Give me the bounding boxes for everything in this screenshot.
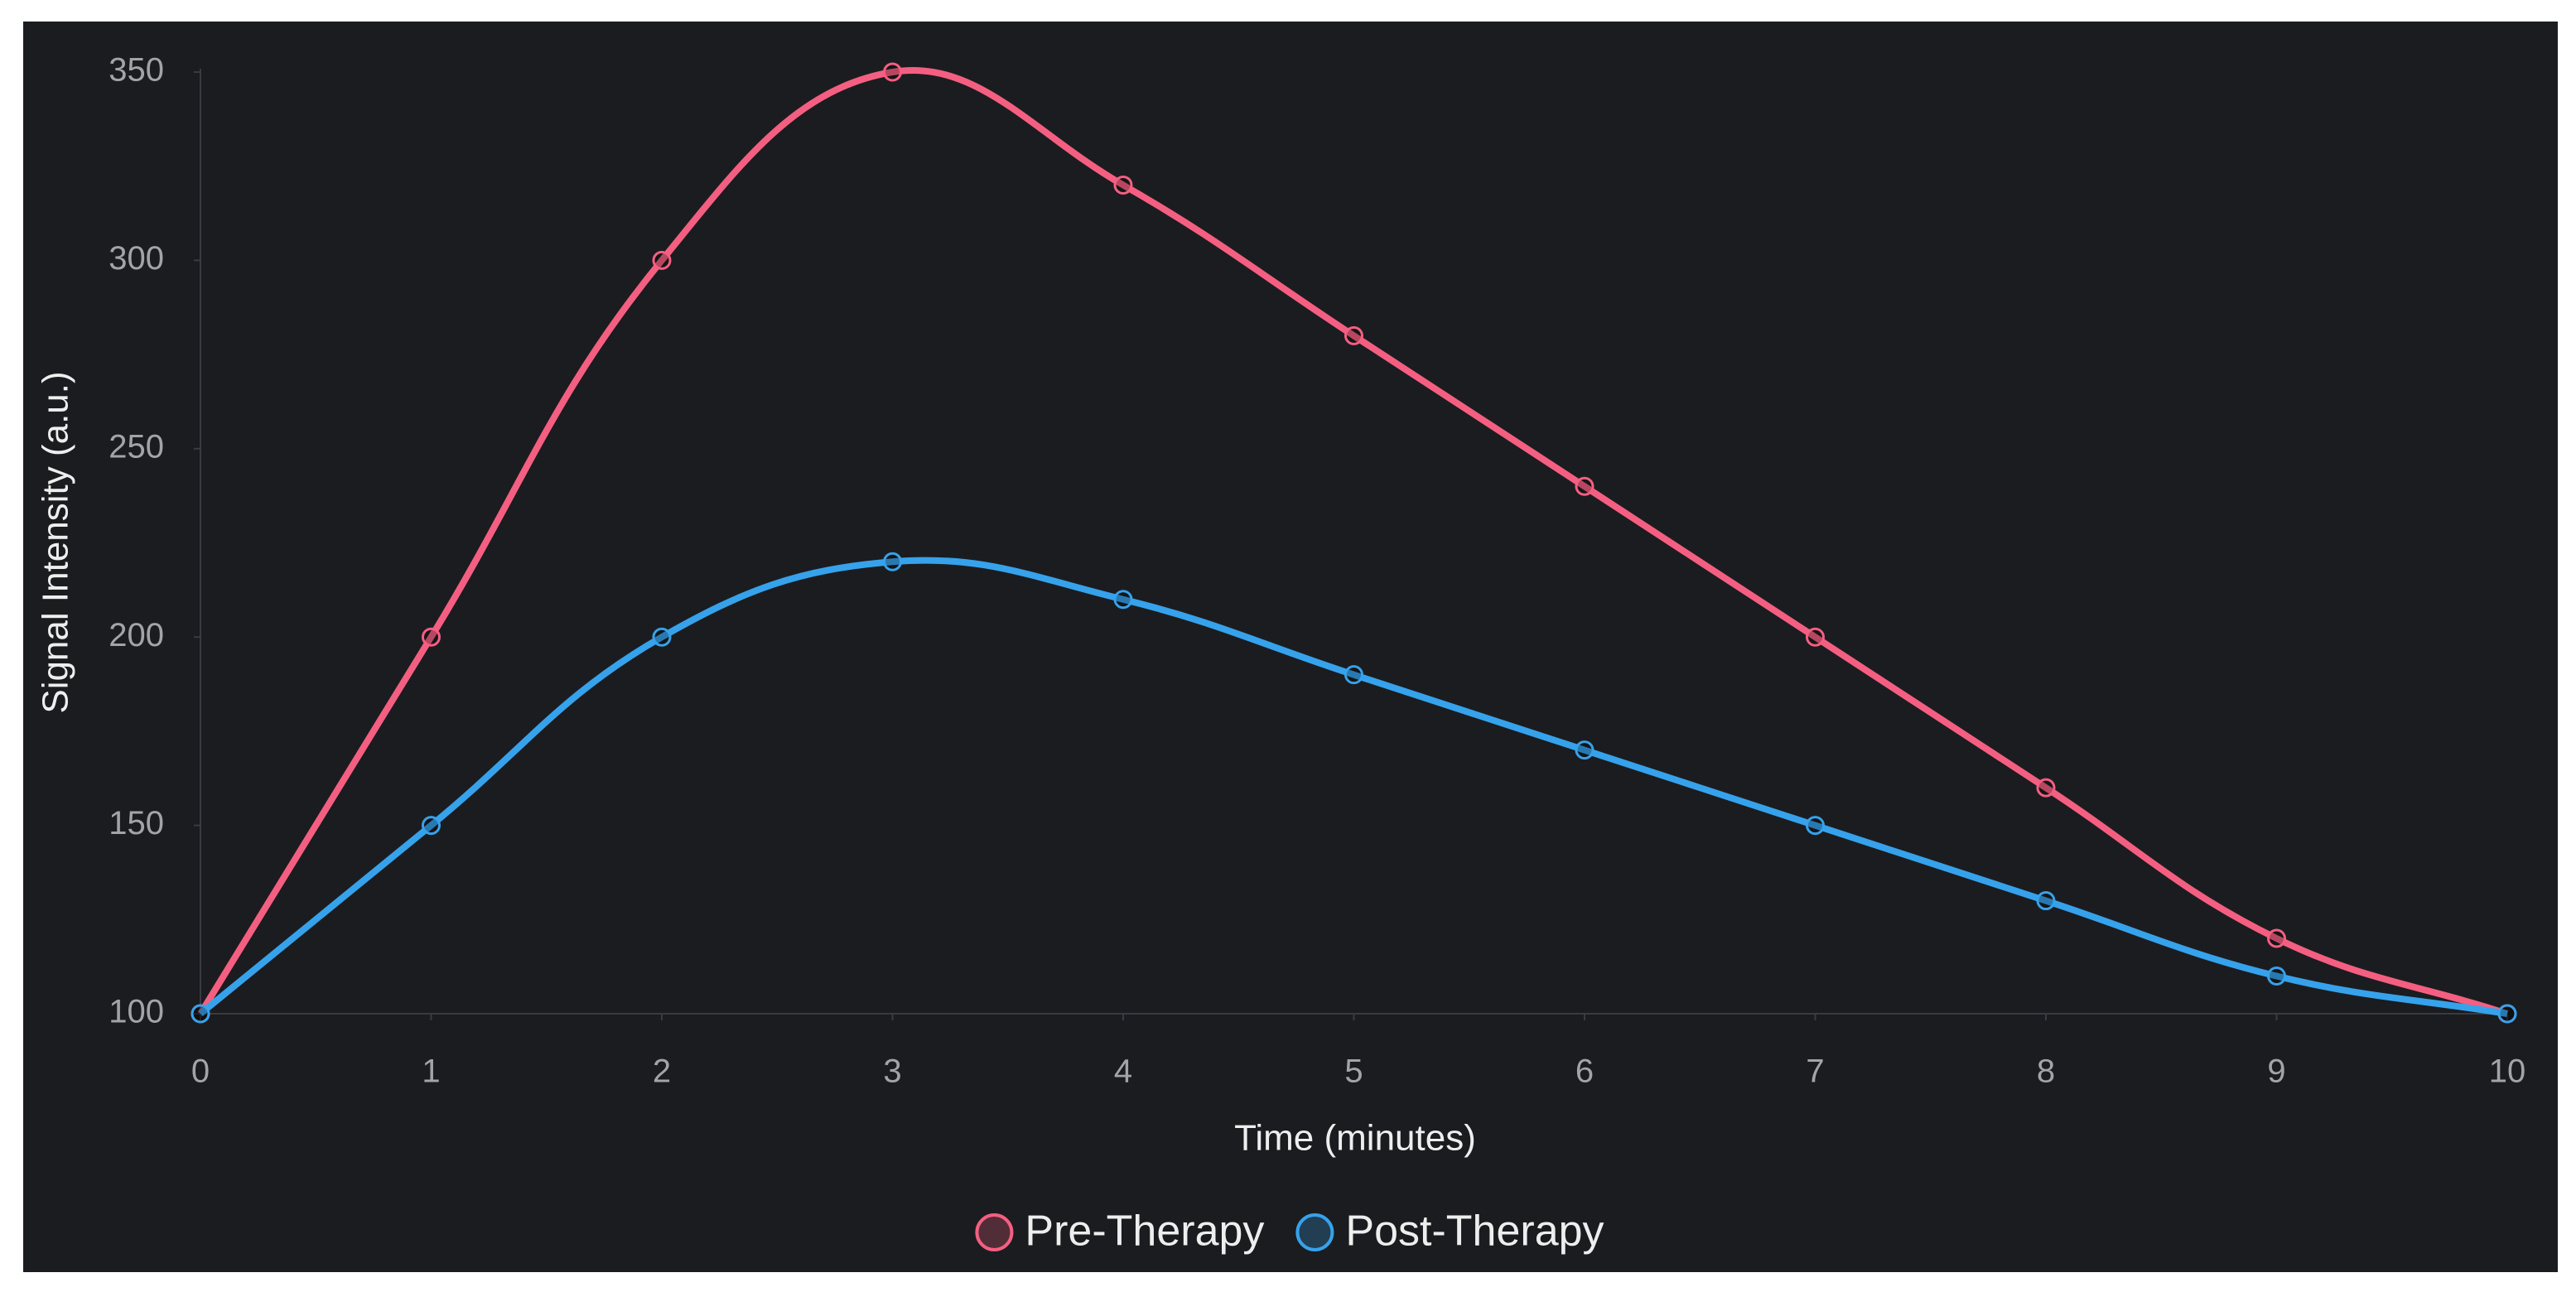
data-point <box>1344 325 1363 345</box>
data-point <box>1575 476 1594 496</box>
data-point <box>883 552 902 571</box>
y-tick-label: 100 <box>109 994 164 1030</box>
x-tick-label: 1 <box>422 1053 440 1090</box>
chart-panel <box>23 22 2558 1272</box>
x-tick-label: 7 <box>1806 1053 1824 1090</box>
data-point <box>1806 816 1825 836</box>
data-point <box>2036 778 2056 798</box>
data-point <box>1575 740 1594 760</box>
x-axis-title: Time (minutes) <box>1234 1118 1476 1159</box>
data-point <box>191 1004 210 1024</box>
x-tick-label: 6 <box>1575 1053 1594 1090</box>
series-line <box>197 67 2509 1017</box>
x-tick-label: 0 <box>191 1053 210 1090</box>
legend-swatch <box>975 1213 1014 1251</box>
y-tick-label: 300 <box>109 240 164 277</box>
data-point <box>2036 891 2056 911</box>
data-point <box>1113 175 1133 195</box>
y-axis-title: Signal Intensity (a.u.) <box>36 371 76 713</box>
x-tick-label: 10 <box>2489 1053 2526 1090</box>
y-tick-label: 150 <box>109 805 164 841</box>
legend-label: Post-Therapy <box>1345 1208 1604 1256</box>
data-point <box>1344 665 1363 685</box>
x-tick-label: 5 <box>1344 1053 1363 1090</box>
data-point <box>1113 590 1133 610</box>
x-tick-label: 9 <box>2267 1053 2285 1090</box>
legend-swatch <box>1295 1213 1334 1251</box>
data-point <box>2267 967 2286 986</box>
x-tick-label: 3 <box>883 1053 901 1090</box>
data-point <box>422 627 441 647</box>
y-tick-label: 250 <box>109 428 164 465</box>
data-point <box>1806 627 1825 647</box>
data-point <box>883 62 902 82</box>
legend-label: Pre-Therapy <box>1025 1208 1264 1256</box>
data-point <box>652 250 672 270</box>
x-tick-label: 8 <box>2037 1053 2055 1090</box>
x-tick-label: 2 <box>653 1053 671 1090</box>
data-point <box>422 816 441 836</box>
y-tick-label: 200 <box>109 617 164 653</box>
y-tick-label: 350 <box>109 52 164 89</box>
x-tick-label: 4 <box>1114 1053 1132 1090</box>
data-point <box>2267 928 2286 948</box>
data-point <box>652 627 672 647</box>
data-point <box>2497 1004 2517 1024</box>
